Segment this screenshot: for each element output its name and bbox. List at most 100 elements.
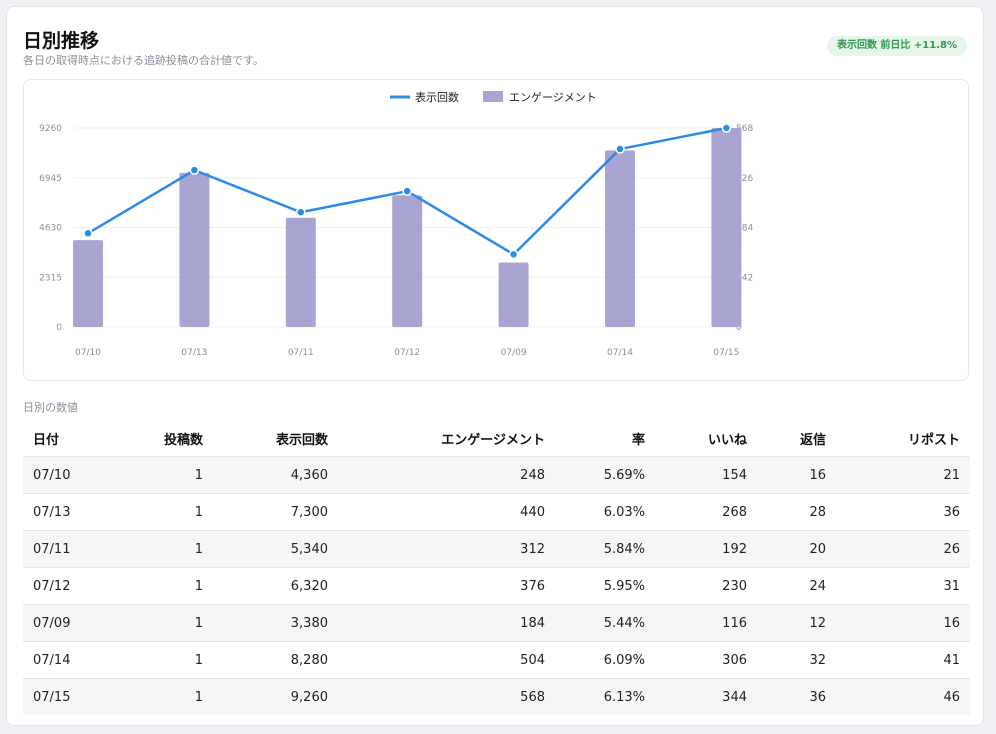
table-cell: 07/14 xyxy=(23,641,133,679)
y-left-tick-label: 2315 xyxy=(39,273,62,283)
line-point xyxy=(402,186,412,196)
y-left-tick-label: 0 xyxy=(56,323,62,333)
table-cell: 1 xyxy=(133,604,213,642)
bar-mark xyxy=(285,217,316,327)
table-cell: 21 xyxy=(836,456,970,494)
x-tick-label: 07/15 xyxy=(713,348,739,358)
x-tick-label: 07/14 xyxy=(607,348,633,358)
table-cell: 5.95% xyxy=(555,567,655,605)
bar-mark xyxy=(498,262,529,327)
legend-label: 表示回数 xyxy=(415,90,459,104)
table-cell: 07/10 xyxy=(23,456,133,494)
table-cell: 16 xyxy=(757,456,836,494)
table-cell: 07/15 xyxy=(23,678,133,715)
legend-label: エンゲージメント xyxy=(509,91,597,104)
page-subtitle: 各日の取得時点における追跡投稿の合計値です。 xyxy=(23,54,264,67)
table-row: 07/10 1 4,360 248 5.69% 154 16 21 xyxy=(23,456,970,494)
status-badge: 表示回数 前日比 +11.8% xyxy=(826,36,967,56)
daily-table: 日付 投稿数 表示回数 エンゲージメント率いいね 返信 リポスト 07/10 1 4,360 2… xyxy=(23,420,970,715)
table-cell: 16 xyxy=(836,604,970,642)
column-header: いいね xyxy=(707,432,747,448)
table-row: 07/11 1 5,340 312 5.84% 192 20 26 xyxy=(23,530,970,568)
line-point xyxy=(296,207,306,217)
table-cell: 3,380 xyxy=(213,604,338,642)
table-cell: 230 xyxy=(655,567,757,605)
table-cell: 6,320 xyxy=(213,567,338,605)
table-cell: 1 xyxy=(133,641,213,679)
column-header: エンゲージメント xyxy=(441,432,545,448)
y-left-tick-label: 6945 xyxy=(39,174,62,184)
table-cell: 268 xyxy=(655,493,757,531)
x-tick-label: 07/10 xyxy=(75,348,101,358)
y-right-tick-label: 0 xyxy=(736,323,742,333)
table-row: 07/12 1 6,320 376 5.95% 230 24 31 xyxy=(23,567,970,605)
table-cell: 07/09 xyxy=(23,604,133,642)
table-body: 07/10 1 4,360 248 5.69% 154 16 21 07/13 1 7,300 440… xyxy=(23,456,970,715)
table-cell: 5.44% xyxy=(555,604,655,642)
bar-mark xyxy=(179,172,210,327)
column-header: リポスト xyxy=(907,432,960,448)
table-cell: 312 xyxy=(338,530,555,568)
table-cell: 5.84% xyxy=(555,530,655,568)
table-cell: 1 xyxy=(133,567,213,605)
bar-mark xyxy=(73,240,103,327)
table-cell: 440 xyxy=(338,493,555,531)
column-header: 返信 xyxy=(799,432,826,448)
table-cell: 5.69% xyxy=(555,456,655,494)
column-header: 表示回数 xyxy=(275,432,328,448)
y-right-tick-label: 568 xyxy=(736,124,753,134)
table-cell: 6.13% xyxy=(555,678,655,715)
table-cell: 344 xyxy=(655,678,757,715)
table-cell: 07/11 xyxy=(23,530,133,568)
table-row: 07/09 1 3,380 184 5.44% 116 12 16 xyxy=(23,604,970,642)
y-left-tick-label: 9260 xyxy=(39,124,62,134)
table-cell: 192 xyxy=(655,530,757,568)
table-header-row: 日付 投稿数 表示回数 エンゲージメント 率 いいね 返信 リポスト xyxy=(23,420,970,457)
line-point xyxy=(721,123,732,133)
column-header: 投稿数 xyxy=(163,432,203,448)
table-cell: 28 xyxy=(757,493,836,531)
table-section-label: 日別の数値 xyxy=(23,401,78,414)
table-row: 07/13 1 7,300 440 6.03% 268 28 36 xyxy=(23,493,970,531)
y-right-tick-label: 426 xyxy=(736,174,753,184)
legend-bar-swatch xyxy=(483,91,503,102)
x-tick-label: 07/09 xyxy=(501,348,527,358)
chart-panel: 0 0 2315 142 4630 284 6945 426 9260 568 07/10 07/13… xyxy=(23,79,969,381)
table-cell: 31 xyxy=(836,567,970,605)
table-cell: 07/13 xyxy=(23,493,133,531)
x-tick-label: 07/13 xyxy=(181,348,207,358)
bar-mark xyxy=(711,128,742,327)
daily-trend-card: 日別推移 各日の取得時点における追跡投稿の合計値です。 表示回数 前日比 +11… xyxy=(6,6,984,726)
table-cell: 9,260 xyxy=(213,678,338,715)
bar-mark xyxy=(392,195,423,327)
line-point xyxy=(508,249,519,260)
table-cell: 1 xyxy=(133,530,213,568)
table-cell: 116 xyxy=(655,604,757,642)
table-cell: 36 xyxy=(757,678,836,715)
table-cell: 4,360 xyxy=(213,456,338,494)
x-tick-label: 07/12 xyxy=(394,348,420,358)
line-point xyxy=(189,165,200,175)
column-header: 率 xyxy=(631,432,645,448)
table-cell: 24 xyxy=(757,567,836,605)
table-cell: 07/12 xyxy=(23,567,133,605)
page-title: 日別推移 xyxy=(23,30,100,52)
y-right-tick-label: 142 xyxy=(736,273,753,283)
table-cell: 32 xyxy=(757,641,836,679)
line-point xyxy=(83,228,93,239)
table-cell: 5,340 xyxy=(213,530,338,568)
x-tick-label: 07/11 xyxy=(288,348,314,358)
table-row: 07/15 1 9,260 568 6.13% 344 36 46 xyxy=(23,678,970,715)
column-header: 日付 xyxy=(33,432,60,448)
table-cell: 1 xyxy=(133,678,213,715)
y-right-tick-label: 284 xyxy=(736,224,753,234)
table-row: 07/14 1 8,280 504 6.09% 306 32 41 xyxy=(23,641,970,679)
bar-mark xyxy=(605,150,635,327)
table-cell: 12 xyxy=(757,604,836,642)
table-cell: 184 xyxy=(338,604,555,642)
table-cell: 8,280 xyxy=(213,641,338,679)
combo-chart: 0 0 2315 142 4630 284 6945 426 9260 568 07/10 07/13… xyxy=(39,90,753,358)
table-cell: 6.03% xyxy=(555,493,655,531)
table-cell: 306 xyxy=(655,641,757,679)
table-cell: 1 xyxy=(133,456,213,494)
